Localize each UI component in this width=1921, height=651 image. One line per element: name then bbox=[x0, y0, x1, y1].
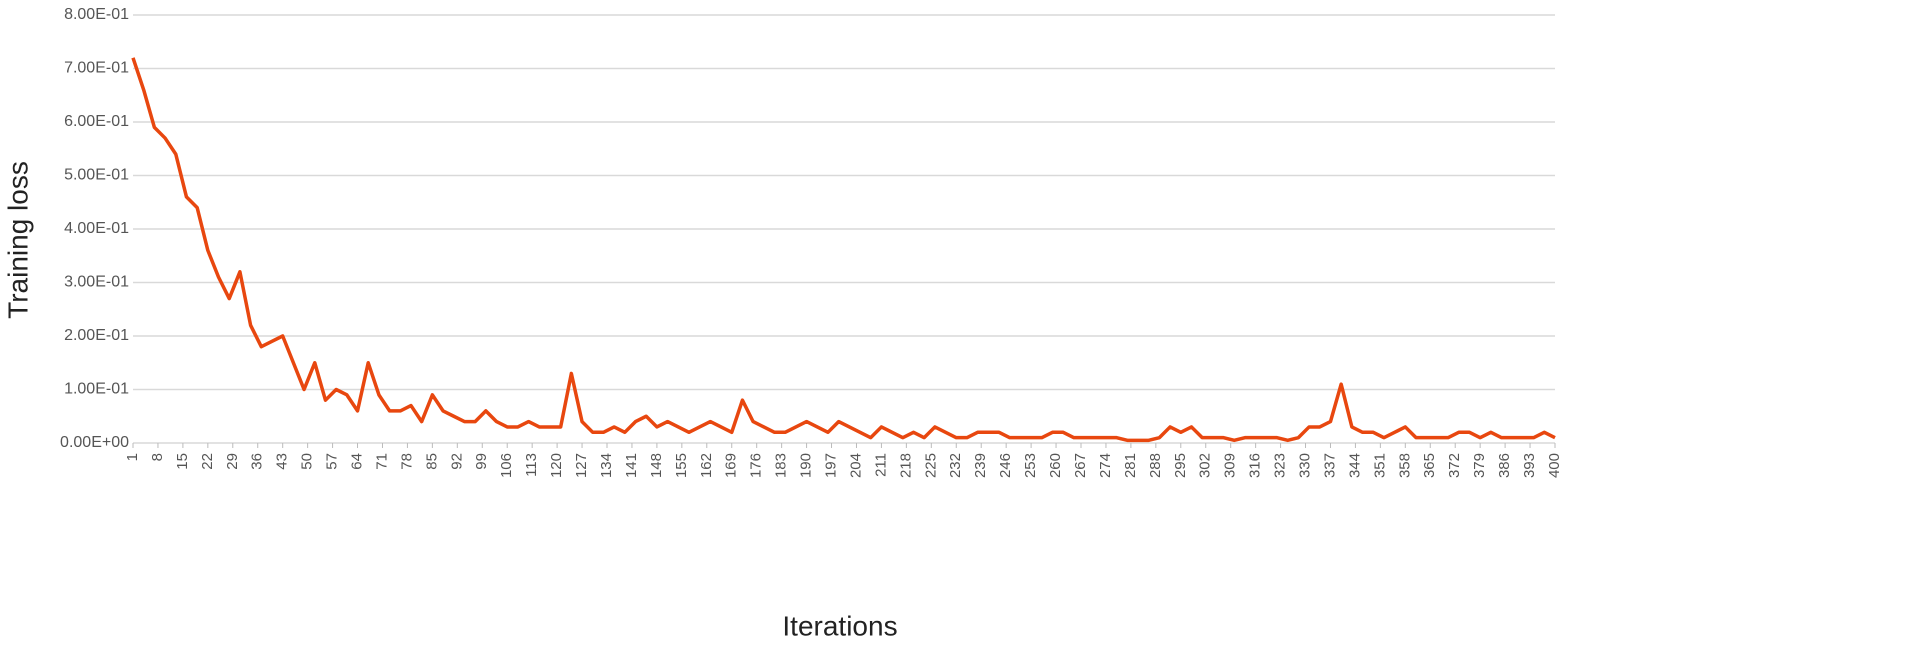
x-tick-label: 316 bbox=[1247, 453, 1264, 478]
x-tick-label: 267 bbox=[1072, 453, 1089, 478]
x-tick-label: 176 bbox=[748, 453, 765, 478]
x-tick-label: 99 bbox=[473, 453, 490, 470]
x-tick-label: 239 bbox=[972, 453, 989, 478]
x-tick-label: 295 bbox=[1172, 453, 1189, 478]
y-tick-label: 4.00E-01 bbox=[64, 220, 129, 237]
x-tick-label: 36 bbox=[249, 453, 266, 470]
x-tick-label: 148 bbox=[648, 453, 665, 478]
y-tick-label: 5.00E-01 bbox=[64, 167, 129, 184]
x-tick-label: 379 bbox=[1471, 453, 1488, 478]
x-tick-label: 29 bbox=[224, 453, 241, 470]
x-tick-label: 337 bbox=[1321, 453, 1338, 478]
x-tick-label: 372 bbox=[1446, 453, 1463, 478]
x-tick-label: 71 bbox=[373, 453, 390, 470]
x-tick-label: 281 bbox=[1122, 453, 1139, 478]
x-tick-label: 85 bbox=[423, 453, 440, 470]
x-tick-label: 225 bbox=[922, 453, 939, 478]
x-tick-label: 127 bbox=[573, 453, 590, 478]
x-tick-label: 190 bbox=[798, 453, 815, 478]
x-tick-label: 344 bbox=[1346, 453, 1363, 478]
x-tick-label: 260 bbox=[1047, 453, 1064, 478]
x-axis-title: Iterations bbox=[782, 610, 897, 641]
x-tick-label: 400 bbox=[1546, 453, 1563, 478]
x-tick-label: 50 bbox=[299, 453, 316, 470]
x-tick-label: 302 bbox=[1197, 453, 1214, 478]
x-tick-label: 134 bbox=[598, 453, 615, 478]
x-tick-label: 141 bbox=[623, 453, 640, 478]
x-tick-label: 120 bbox=[548, 453, 565, 478]
x-tick-label: 358 bbox=[1396, 453, 1413, 478]
y-tick-label: 7.00E-01 bbox=[64, 60, 129, 77]
x-tick-label: 64 bbox=[348, 453, 365, 470]
x-tick-label: 169 bbox=[723, 453, 740, 478]
x-tick-label: 15 bbox=[174, 453, 191, 470]
x-tick-label: 365 bbox=[1421, 453, 1438, 478]
x-tick-label: 183 bbox=[773, 453, 790, 478]
x-tick-label: 162 bbox=[698, 453, 715, 478]
x-tick-label: 309 bbox=[1222, 453, 1239, 478]
x-tick-label: 43 bbox=[274, 453, 291, 470]
x-tick-label: 22 bbox=[199, 453, 216, 470]
y-tick-label: 0.00E+00 bbox=[60, 434, 129, 451]
y-axis-title: Training loss bbox=[2, 161, 33, 319]
x-tick-label: 197 bbox=[822, 453, 839, 478]
x-tick-label: 393 bbox=[1521, 453, 1538, 478]
x-tick-label: 155 bbox=[673, 453, 690, 478]
x-tick-label: 57 bbox=[324, 453, 341, 470]
x-tick-label: 1 bbox=[124, 453, 141, 461]
y-tick-label: 6.00E-01 bbox=[64, 113, 129, 130]
x-tick-label: 211 bbox=[872, 453, 889, 477]
x-tick-label: 246 bbox=[997, 453, 1014, 478]
x-tick-label: 253 bbox=[1022, 453, 1039, 478]
y-tick-label: 8.00E-01 bbox=[64, 6, 129, 23]
x-tick-label: 106 bbox=[498, 453, 515, 478]
x-tick-label: 323 bbox=[1272, 453, 1289, 478]
x-tick-label: 113 bbox=[523, 453, 540, 477]
x-tick-label: 78 bbox=[398, 453, 415, 470]
x-tick-label: 204 bbox=[847, 453, 864, 478]
x-tick-label: 8 bbox=[149, 453, 166, 461]
x-tick-label: 351 bbox=[1371, 453, 1388, 478]
loss-line bbox=[131, 57, 1556, 443]
y-tick-label: 2.00E-01 bbox=[64, 327, 129, 344]
x-tick-label: 218 bbox=[897, 453, 914, 478]
x-tick-label: 92 bbox=[448, 453, 465, 470]
x-tick-label: 232 bbox=[947, 453, 964, 478]
y-tick-label: 1.00E-01 bbox=[64, 381, 129, 398]
x-tick-label: 330 bbox=[1296, 453, 1313, 478]
x-tick-label: 386 bbox=[1496, 453, 1513, 478]
x-tick-label: 288 bbox=[1147, 453, 1164, 478]
y-tick-label: 3.00E-01 bbox=[64, 274, 129, 291]
x-tick-label: 274 bbox=[1097, 453, 1114, 478]
